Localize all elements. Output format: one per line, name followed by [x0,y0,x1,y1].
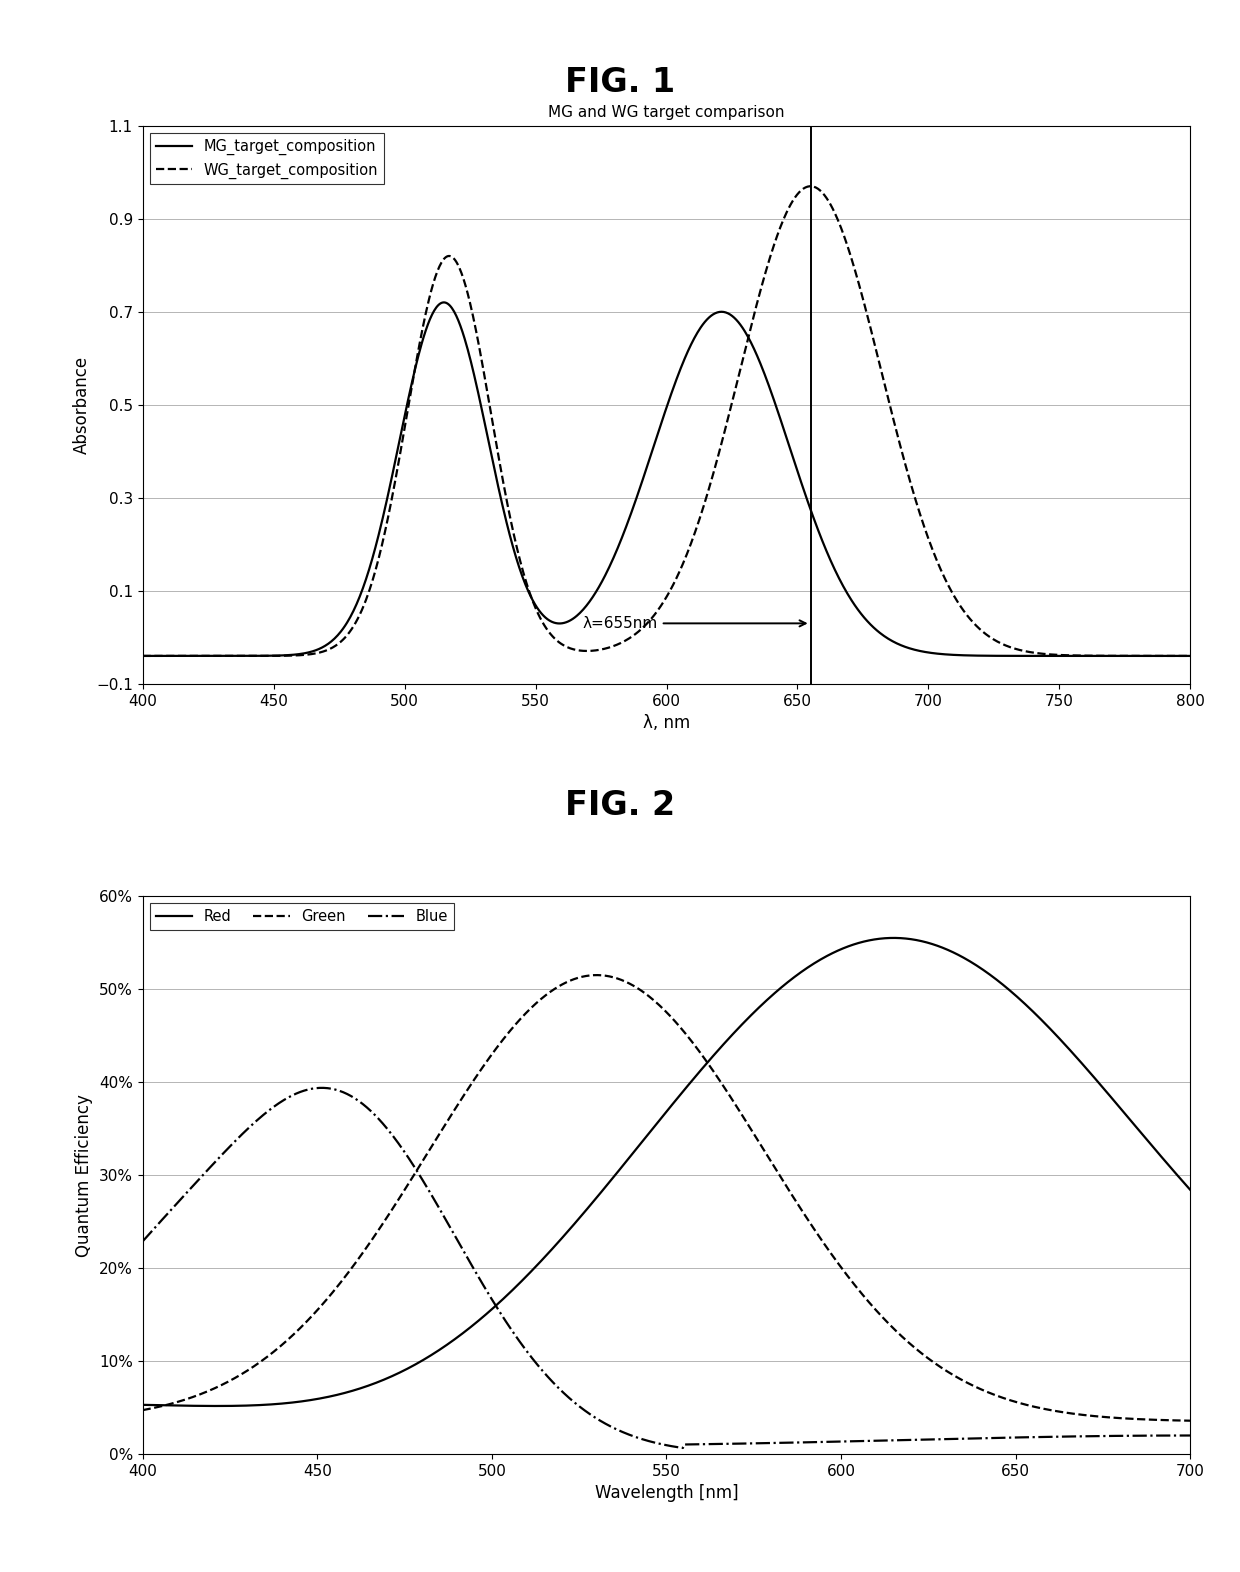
Red [135,1396,150,1415]
Green [931,1357,946,1376]
Green [804,1215,818,1234]
Legend: Red, Green, Blue: Red, Green, Blue [150,904,454,931]
Red [773,979,787,998]
Red [887,929,901,948]
Blue [774,1434,789,1453]
WG_target_composition [1183,646,1198,665]
Green [745,1122,760,1141]
MG_target_composition [135,646,150,665]
Blue [200,1162,215,1181]
WG_target_composition [596,640,611,659]
Text: FIG. 2: FIG. 2 [565,789,675,822]
MG_target_composition [560,613,575,632]
WG_target_composition [856,291,870,310]
Title: MG and WG target comparison: MG and WG target comparison [548,105,785,121]
Legend: MG_target_composition, WG_target_composition: MG_target_composition, WG_target_composi… [150,134,384,184]
MG_target_composition [1183,646,1198,665]
Blue [746,1434,761,1453]
Line: Red: Red [143,938,1190,1405]
Green [200,1382,215,1401]
Blue [676,1438,691,1457]
MG_target_composition [954,646,968,665]
Green [1039,1399,1054,1418]
Green [135,1401,150,1420]
Red [745,1005,760,1023]
Green [773,1166,787,1185]
Text: λ=655nm: λ=655nm [583,616,806,630]
WG_target_composition [804,176,818,195]
MG_target_composition [598,566,613,585]
Red [932,937,947,956]
MG_target_composition [856,607,870,626]
Blue [315,1078,330,1097]
WG_target_composition [559,637,574,656]
Y-axis label: Absorbance: Absorbance [72,355,91,454]
MG_target_composition [972,646,987,665]
Line: MG_target_composition: MG_target_composition [143,302,1190,656]
Blue [932,1431,947,1449]
Blue [805,1432,820,1451]
Red [1040,1017,1055,1036]
WG_target_composition [242,646,257,665]
Text: FIG. 1: FIG. 1 [565,66,675,99]
WG_target_composition [954,597,968,616]
Blue [1040,1427,1055,1446]
WG_target_composition [135,646,150,665]
Y-axis label: Quantum Efficiency: Quantum Efficiency [76,1094,93,1256]
Green [589,965,604,984]
Blue [135,1232,150,1251]
X-axis label: Wavelength [nm]: Wavelength [nm] [595,1484,738,1503]
X-axis label: λ, nm: λ, nm [642,714,691,733]
MG_target_composition [436,292,451,311]
Line: Green: Green [143,975,1190,1421]
Line: WG_target_composition: WG_target_composition [143,185,1190,656]
Red [200,1396,215,1415]
Red [210,1396,224,1415]
MG_target_composition [242,646,257,665]
Blue [1183,1426,1198,1445]
Red [1183,1181,1198,1199]
Red [804,956,818,975]
Line: Blue: Blue [143,1088,1190,1448]
WG_target_composition [972,619,987,638]
Green [1183,1412,1198,1431]
